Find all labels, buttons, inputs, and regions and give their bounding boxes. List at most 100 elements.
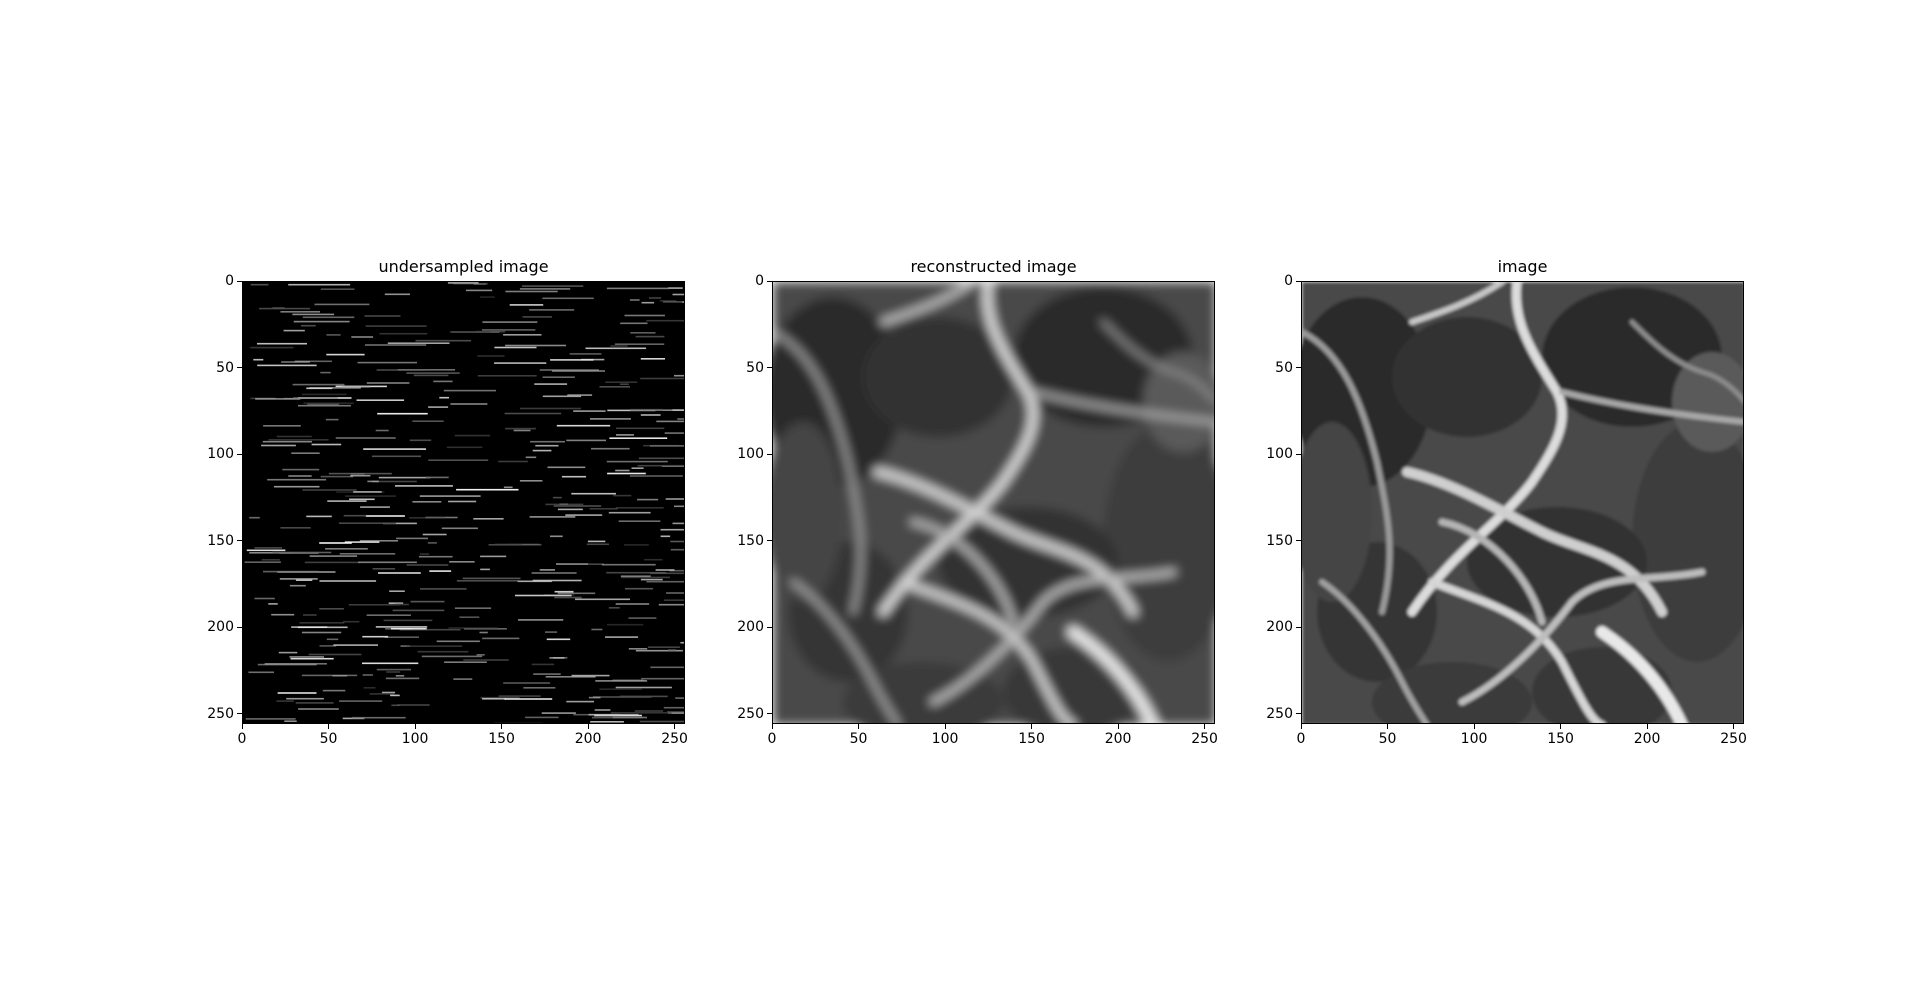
sampled-line bbox=[309, 555, 358, 557]
sampled-line bbox=[525, 456, 537, 459]
texture-ridge-9 bbox=[909, 518, 1017, 626]
y-tick bbox=[1296, 280, 1301, 282]
sampled-line bbox=[505, 290, 558, 293]
sampled-line bbox=[518, 619, 564, 621]
sampled-line bbox=[320, 475, 354, 478]
sampled-line bbox=[320, 288, 355, 290]
sampled-line bbox=[450, 403, 488, 405]
sampled-line bbox=[412, 501, 442, 503]
sampled-line bbox=[250, 283, 269, 286]
sampled-line bbox=[522, 316, 552, 318]
sampled-line bbox=[385, 677, 420, 680]
sampled-line bbox=[268, 439, 329, 441]
sampled-line bbox=[418, 555, 453, 558]
y-tick-label: 100 bbox=[737, 446, 764, 463]
sampled-line bbox=[395, 485, 453, 487]
sampled-line bbox=[545, 631, 558, 633]
image-axes bbox=[772, 281, 1215, 724]
sampled-line bbox=[482, 698, 506, 700]
sampled-line bbox=[571, 492, 616, 495]
sampled-line bbox=[640, 358, 665, 360]
sampled-line bbox=[515, 594, 572, 597]
y-tick-label: 50 bbox=[1275, 359, 1293, 376]
texture-ridge-8 bbox=[1596, 626, 1688, 723]
sampled-line bbox=[339, 553, 396, 555]
sampled-line bbox=[670, 548, 684, 551]
sampled-line bbox=[363, 687, 376, 689]
sampled-line bbox=[606, 571, 667, 574]
sampled-line bbox=[488, 544, 523, 546]
sampled-line bbox=[612, 716, 647, 719]
sampled-line bbox=[601, 563, 656, 566]
texture-ridge-10 bbox=[880, 282, 976, 325]
sampled-line bbox=[352, 716, 406, 719]
sampled-line bbox=[290, 657, 334, 660]
sampled-line bbox=[396, 537, 428, 540]
sampled-line bbox=[338, 522, 396, 524]
sampled-line bbox=[549, 657, 565, 659]
sampled-line bbox=[530, 440, 565, 443]
sampled-line bbox=[375, 626, 428, 628]
sampled-line bbox=[362, 635, 389, 638]
sampled-line bbox=[607, 623, 644, 626]
sampled-line bbox=[525, 716, 559, 719]
sampled-line bbox=[550, 535, 563, 538]
sampled-line bbox=[504, 698, 553, 700]
sampled-line bbox=[322, 689, 346, 692]
sampled-line bbox=[480, 568, 490, 571]
sampled-line bbox=[628, 648, 648, 650]
x-tick-label: 50 bbox=[319, 731, 338, 747]
sampled-line bbox=[344, 541, 380, 543]
sampled-line bbox=[387, 342, 450, 344]
sampled-line bbox=[599, 386, 630, 388]
texture-ridge-9 bbox=[1438, 518, 1546, 626]
sampled-line bbox=[417, 650, 469, 653]
sampled-line bbox=[648, 297, 662, 299]
sampled-line bbox=[589, 508, 618, 510]
y-tick-label: 150 bbox=[1266, 532, 1293, 549]
sampled-line bbox=[280, 527, 311, 529]
x-tick-label: 200 bbox=[1633, 731, 1661, 747]
y-tick-label: 0 bbox=[1284, 273, 1293, 289]
y-tick-label: 250 bbox=[1266, 705, 1293, 722]
x-tick-label: 250 bbox=[661, 731, 688, 747]
sampled-line bbox=[595, 680, 648, 682]
x-tick bbox=[944, 724, 946, 729]
sampled-line bbox=[291, 452, 320, 454]
texture-group bbox=[1302, 282, 1743, 723]
sampled-line bbox=[395, 603, 409, 606]
sampled-line bbox=[620, 575, 651, 577]
sampled-line bbox=[261, 559, 280, 561]
sampled-line bbox=[397, 704, 430, 706]
sampled-line bbox=[360, 506, 390, 508]
sampled-line bbox=[288, 475, 312, 477]
sampled-line bbox=[615, 507, 664, 509]
sampled-line bbox=[444, 661, 487, 663]
y-tick bbox=[1296, 713, 1301, 715]
sampled-line bbox=[384, 293, 410, 296]
sampled-line bbox=[556, 424, 611, 427]
texture-ridge-10 bbox=[1409, 282, 1505, 325]
sampled-line bbox=[566, 439, 606, 442]
sampled-line bbox=[421, 655, 483, 658]
texture-ridge-7 bbox=[790, 579, 901, 723]
sampled-line bbox=[552, 496, 562, 499]
y-tick bbox=[767, 540, 772, 542]
sampled-line bbox=[465, 289, 493, 292]
sampled-line bbox=[674, 374, 684, 377]
sampled-line bbox=[348, 604, 400, 606]
sampled-line bbox=[254, 547, 283, 549]
y-tick-label: 150 bbox=[207, 532, 234, 549]
sampled-line bbox=[680, 641, 684, 644]
sampled-line bbox=[261, 444, 296, 447]
sampled-line bbox=[246, 549, 286, 552]
sampled-line bbox=[249, 552, 293, 554]
sampled-line bbox=[386, 671, 401, 673]
sampled-line bbox=[566, 700, 594, 703]
sampled-line bbox=[311, 443, 342, 446]
sampled-line bbox=[616, 427, 665, 430]
y-tick bbox=[237, 540, 242, 542]
texture-region-9 bbox=[1672, 352, 1743, 452]
sampled-line bbox=[615, 686, 672, 689]
